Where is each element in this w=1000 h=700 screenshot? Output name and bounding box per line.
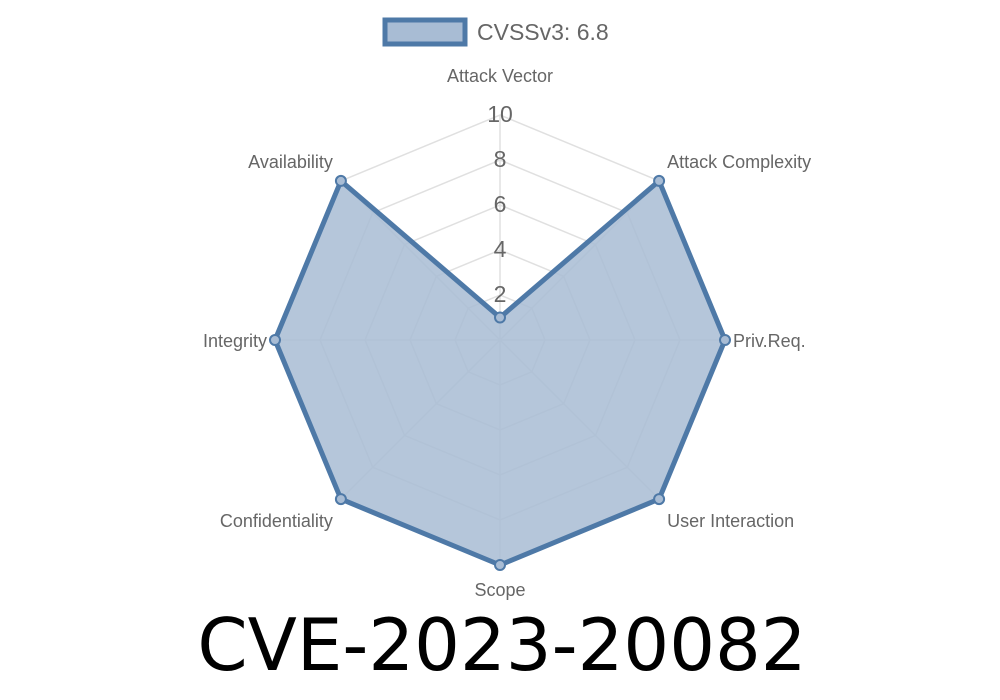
- axis-label: Integrity: [203, 331, 267, 351]
- tick-label: 6: [494, 191, 507, 217]
- legend-swatch: [382, 17, 468, 47]
- data-point: [334, 174, 347, 187]
- legend-label: CVSSv3: 6.8: [477, 19, 609, 45]
- axis-label: Availability: [248, 152, 333, 172]
- data-point: [494, 559, 506, 571]
- data-point: [653, 174, 666, 187]
- data-point: [719, 334, 731, 346]
- axis-label: Scope: [474, 580, 525, 600]
- tick-label: 10: [487, 101, 513, 127]
- axis-label: Confidentiality: [220, 511, 333, 531]
- tick-label: 8: [494, 146, 507, 172]
- data-point: [653, 493, 666, 506]
- series: [269, 174, 731, 571]
- axis-label: Priv.Req.: [733, 331, 806, 351]
- chart-title: CVE-2023-20082: [197, 603, 806, 687]
- tick-label: 4: [494, 236, 507, 262]
- tick-labels: 2 4 6 8 10: [487, 101, 513, 307]
- axis-labels: Attack Vector Attack Complexity Priv.Req. U…: [203, 66, 811, 600]
- axis-label: Attack Vector: [447, 66, 553, 86]
- data-point: [269, 334, 281, 346]
- axis-label: User Interaction: [667, 511, 794, 531]
- tick-label: 2: [494, 281, 507, 307]
- legend[interactable]: CVSSv3: 6.8: [382, 17, 609, 47]
- data-point: [494, 311, 506, 324]
- data-point: [334, 493, 347, 506]
- axis-label: Attack Complexity: [667, 152, 811, 172]
